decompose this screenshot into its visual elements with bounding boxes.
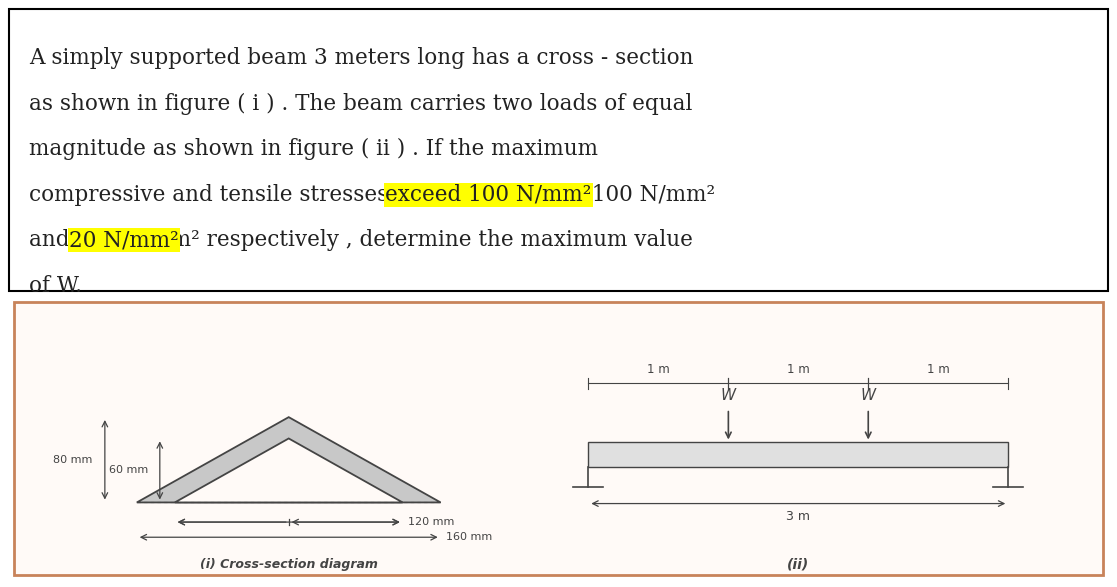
Text: W: W — [861, 388, 876, 403]
Text: compressive and tensile stresses are not to exceed 100 N/mm²: compressive and tensile stresses are not… — [29, 184, 715, 206]
Polygon shape — [174, 438, 402, 502]
Polygon shape — [137, 417, 440, 502]
Text: 60 mm: 60 mm — [108, 465, 147, 475]
Text: 1 m: 1 m — [647, 363, 670, 376]
Text: 1 m: 1 m — [927, 363, 949, 376]
Text: of W.: of W. — [29, 275, 82, 297]
Text: 120 mm: 120 mm — [408, 517, 454, 527]
Text: W: W — [720, 388, 736, 403]
Text: 80 mm: 80 mm — [54, 455, 93, 465]
Text: 1 m: 1 m — [787, 363, 810, 376]
Text: 3 m: 3 m — [786, 510, 810, 523]
Text: 20 N/mm²: 20 N/mm² — [69, 230, 179, 251]
Text: (ii): (ii) — [787, 558, 810, 572]
Text: and 120 N/mm² respectively , determine the maximum value: and 120 N/mm² respectively , determine t… — [29, 230, 693, 251]
Text: A simply supported beam 3 meters long has a cross - section: A simply supported beam 3 meters long ha… — [29, 47, 694, 69]
Bar — [589, 443, 1009, 467]
Text: magnitude as shown in figure ( ii ) . If the maximum: magnitude as shown in figure ( ii ) . If… — [29, 138, 598, 160]
Text: (i) Cross-section diagram: (i) Cross-section diagram — [200, 558, 378, 572]
Text: 160 mm: 160 mm — [446, 532, 491, 542]
Text: exceed 100 N/mm²: exceed 100 N/mm² — [385, 184, 592, 206]
Text: as shown in figure ( i ) . The beam carries two loads of equal: as shown in figure ( i ) . The beam carr… — [29, 93, 693, 114]
